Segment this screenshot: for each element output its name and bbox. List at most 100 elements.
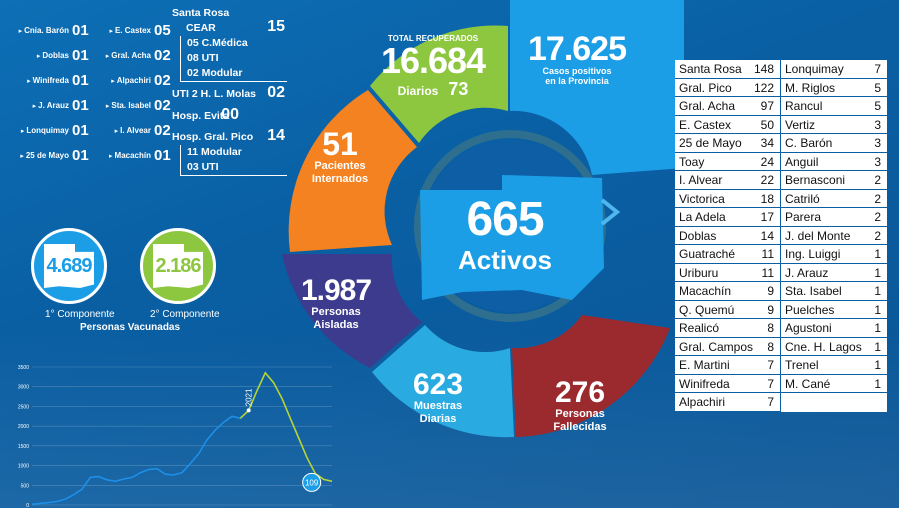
interior-location: ▸ Macachín 01 [90,147,172,164]
interior-location: ▸ Doblas 01 [8,47,90,64]
recuperados-segment [370,25,508,144]
first-dose-count: 4.689 [46,254,92,277]
interior-row: ▸ 25 de Mayo 01 ▸ Macachín 01 [8,143,173,168]
department-row: Alpachiri 7 [675,393,780,412]
location-name: Lonquimay [26,126,69,135]
fallecidos-segment [512,315,670,437]
department-row: Trenel 1 [781,356,887,375]
aislados-value: 1.987 [300,274,372,307]
first-dose-label: 1° Componente [45,309,115,320]
annotation-dot [246,408,251,413]
evita-label: Hosp. Evita [172,110,230,122]
department-name: Macachín [679,284,732,298]
activos-label: Activos [458,245,552,275]
department-count: 1 [874,265,881,280]
department-count: 7 [874,62,881,76]
department-name: C. Barón [785,136,833,150]
department-name: Bernasconi [785,173,846,187]
recuperados-small-label: TOTAL RECUPERADOS [387,34,479,43]
pico-box: 11 Modular 03 UTI [180,145,287,176]
department-count: 148 [753,62,774,76]
department-name: Realicó [679,321,720,335]
y-tick-label: 2500 [18,404,29,410]
pico-uti: 03 UTI [187,161,219,173]
department-name: Cne. H. Lagos [785,339,862,354]
internados-label-1: Pacientes [314,160,366,172]
interior-location: ▸ Cnia. Barón 01 [8,22,90,39]
pico-modular: 11 Modular [187,146,242,158]
department-name: Parera [785,210,822,224]
bullet-arrow-icon: ▸ [109,27,113,35]
department-row: Catriló 2 [781,190,887,208]
location-count: 01 [72,147,89,164]
cases-line-chart: 0 500 1000 1500 2000 2500 3000 3500 2021 109 [18,365,333,508]
interior-row: ▸ Cnia. Barón 01 ▸ E. Castex 05 [8,18,173,43]
y-tick-label: 3500 [18,365,29,371]
department-name: M. Riglos [785,80,836,95]
location-count: 01 [72,72,89,89]
activos-value: 665 [466,193,544,246]
department-row: Vertiz 3 [781,116,887,134]
department-name: Q. Quemú [679,302,735,317]
department-row: La Adela 17 [675,208,780,227]
department-name: 25 de Mayo [679,136,742,150]
interior-locations: ▸ Cnia. Barón 01 ▸ E. Castex 05 ▸ Doblas 01 ▸ Gral… [8,18,173,168]
positivos-label-2: en la Provincia [545,76,609,87]
department-count: 11 [761,247,774,261]
department-count: 1 [874,358,881,372]
interior-location: ▸ Gral. Acha 02 [90,47,172,64]
fallecidos-label-2: Fallecidas [553,420,607,433]
department-name: Puelches [785,302,835,317]
department-count: 2 [874,173,881,187]
department-count: 8 [767,321,774,335]
fallecidos-value: 276 [554,376,606,409]
department-row: Santa Rosa 148 [675,60,780,79]
department-name: M. Cané [785,376,831,391]
y-tick-label: 500 [21,483,30,489]
department-row: M. Cané 1 [781,375,887,393]
internados-text: 51 Pacientes Internados [290,128,390,185]
department-row: Puelches 1 [781,301,887,319]
muestras-label-2: Diarias [419,412,457,425]
cear-label: CEAR [186,22,216,34]
department-name: Sta. Isabel [785,284,842,298]
department-row: Realicó 8 [675,319,780,338]
positivos-text: 17.625 Casos positivos en la Provincia [502,32,652,87]
location-count: 02 [154,122,171,139]
department-name: Gral. Acha [679,99,736,113]
aislados-label-2: Aisladas [313,318,359,331]
department-name: Anguil [785,154,819,169]
department-row: Parera 2 [781,208,887,227]
bullet-arrow-icon: ▸ [111,77,115,85]
location-count: 02 [154,47,171,64]
activos-text: 665 Activos [430,196,580,276]
pico-line: Hosp. Gral. Pico 14 [172,128,287,145]
department-row: Agustoni 1 [781,319,887,338]
cear-box: 05 C.Médica 08 UTI 02 Modular [180,36,287,82]
department-count: 7 [767,358,774,372]
location-name: Doblas [42,51,69,60]
department-count: 3 [874,154,881,169]
department-count: 11 [761,265,774,280]
department-count: 14 [760,228,774,243]
diarios-value: 73 [448,79,469,99]
department-name: Rancul [785,99,823,113]
department-row: M. Riglos 5 [781,79,887,97]
department-count: 50 [760,117,774,132]
location-name: Gral. Acha [111,51,151,60]
department-row: Uriburu 11 [675,264,780,282]
summary-donut [282,0,684,438]
second-dose-label: 2° Componente [150,309,220,320]
internados-segment [288,90,417,252]
interior-location: ▸ E. Castex 05 [90,22,172,39]
department-count: 9 [767,302,774,317]
department-count: 1 [874,247,881,261]
department-row: Winifreda 7 [675,375,780,393]
location-name: Cnia. Barón [24,26,69,35]
department-name: Alpachiri [679,395,726,409]
department-row: Rancul 5 [781,97,887,116]
department-count: 3 [874,136,881,150]
department-name: Doblas [679,228,717,243]
annotation-label: 109 [305,478,319,487]
location-name: I. Alvear [120,126,151,135]
